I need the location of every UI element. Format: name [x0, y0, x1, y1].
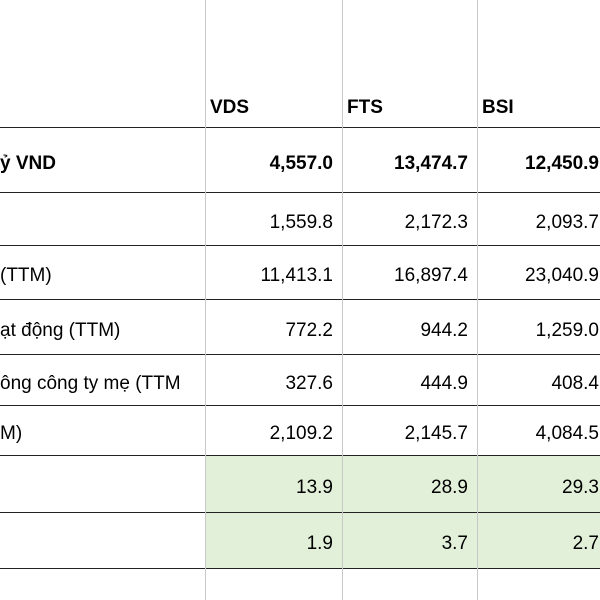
value-cell: 772.2: [285, 319, 333, 341]
value-cell: 1,259.0: [535, 319, 599, 341]
value-cell: 4,557.0: [269, 152, 333, 174]
row-label: ông công ty mẹ (TTM: [0, 372, 181, 394]
row-label: M): [0, 423, 23, 444]
value-cell: 3.7: [441, 533, 468, 554]
column-header: FTS: [347, 97, 383, 118]
row-border: [0, 192, 600, 193]
row-label: (TTM): [0, 265, 52, 286]
row-border: [0, 455, 600, 456]
row-border: [0, 127, 600, 128]
value-cell: 11,413.1: [260, 265, 333, 286]
value-cell: 444.9: [420, 372, 468, 394]
highlight: [205, 512, 342, 568]
value-cell: 2.7: [572, 533, 599, 554]
column-border: [477, 0, 478, 600]
value-cell: 2,145.7: [404, 423, 468, 444]
column-border: [342, 0, 343, 600]
value-cell: 13,474.7: [394, 152, 468, 174]
value-cell: 1,559.8: [269, 211, 333, 233]
highlight: [477, 455, 600, 512]
row-border: [0, 568, 600, 569]
value-cell: 4,084.5: [535, 423, 599, 444]
value-cell: 1.9: [306, 533, 333, 554]
value-cell: 28.9: [431, 476, 468, 498]
value-cell: 2,172.3: [404, 211, 468, 233]
row-border: [0, 512, 600, 513]
highlight: [342, 455, 477, 512]
value-cell: 2,093.7: [535, 211, 599, 233]
row-border: [0, 354, 600, 355]
column-header: BSI: [482, 97, 514, 118]
highlight: [477, 512, 600, 568]
highlight: [205, 455, 342, 512]
value-cell: 408.4: [551, 372, 599, 394]
value-cell: 16,897.4: [394, 265, 468, 286]
row-border: [0, 245, 600, 246]
value-cell: 327.6: [285, 372, 333, 394]
value-cell: 944.2: [420, 319, 468, 341]
row-label: ạt động (TTM): [0, 319, 121, 341]
value-cell: 13.9: [296, 476, 333, 498]
highlight: [342, 512, 477, 568]
value-cell: 2,109.2: [269, 423, 333, 444]
value-cell: 23,040.9: [525, 265, 599, 286]
value-cell: 12,450.9: [525, 152, 599, 174]
value-cell: 29.3: [562, 476, 599, 498]
row-label: ỷ VND: [0, 152, 56, 174]
row-border: [0, 405, 600, 406]
row-border: [0, 299, 600, 300]
column-header: VDS: [210, 97, 250, 118]
column-border: [205, 0, 206, 600]
